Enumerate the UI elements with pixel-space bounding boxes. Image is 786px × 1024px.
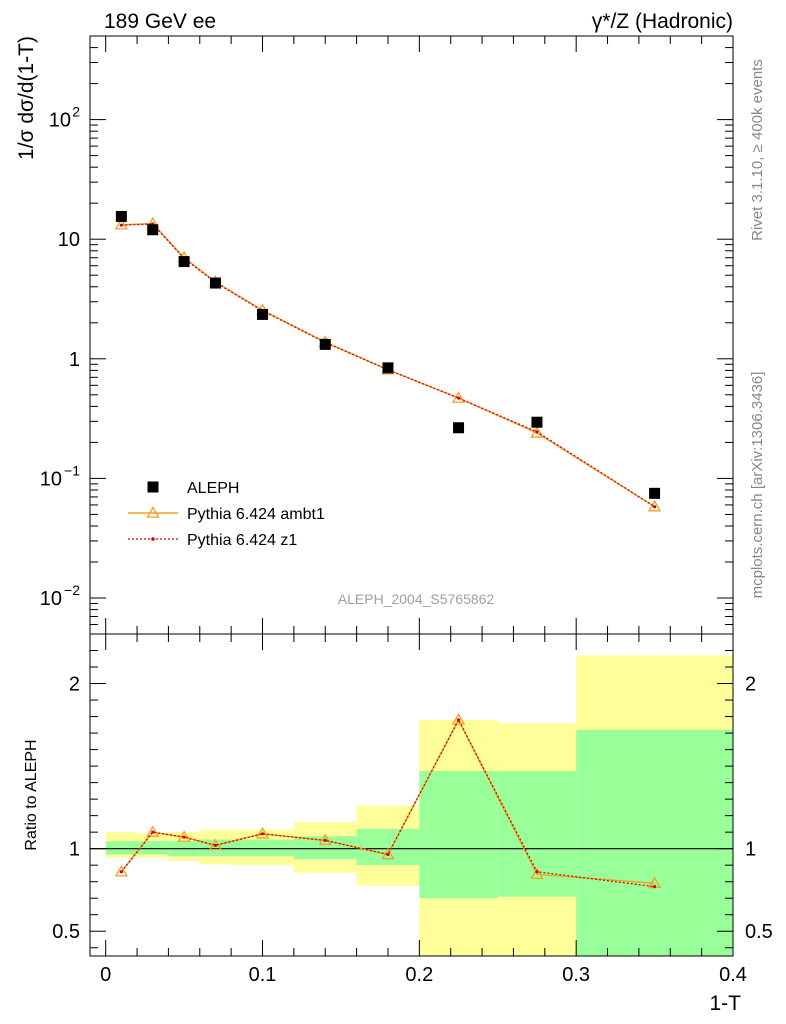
ratio-stat-uncertainty-band: [105, 841, 138, 855]
ratio-point-z1: [652, 885, 657, 889]
ratio-y-tick-label: 1: [69, 839, 80, 861]
analysis-id-label: ALEPH_2004_S5765862: [338, 591, 495, 607]
data-point-ambt1: [647, 499, 662, 512]
main-y-tick-exponent: 2: [72, 104, 80, 120]
ratio-point-ambt1: [177, 830, 191, 842]
process-label: γ*/Z (Hadronic): [592, 10, 733, 33]
ratio-point-z1: [386, 852, 390, 857]
legend-label-z1: Pythia 6.424 z1: [187, 532, 297, 549]
energy-label: 189 GeV ee: [104, 10, 216, 33]
ratio-point-z1: [323, 838, 327, 843]
ratio-point-z1: [260, 832, 265, 836]
data-point-aleph: [147, 224, 159, 236]
data-point-aleph: [531, 416, 543, 428]
ratio-stat-uncertainty-band: [356, 828, 420, 866]
x-tick-label: 0.4: [719, 964, 747, 986]
ratio-point-ambt1: [381, 847, 395, 860]
ratio-y-axis-label: Ratio to ALEPH: [23, 739, 40, 850]
data-point-z1: [456, 396, 461, 400]
ratio-y-tick-label: 2: [69, 674, 80, 696]
data-point-aleph: [209, 277, 221, 289]
ratio-point-z1: [535, 870, 539, 874]
data-point-ambt1: [114, 217, 128, 230]
legend-marker-aleph: [147, 481, 159, 493]
ratio-stat-uncertainty-band: [576, 729, 733, 956]
ratio-point-z1: [151, 830, 155, 834]
main-y-tick-label: 1: [69, 349, 80, 371]
data-point-ambt1: [530, 426, 544, 438]
data-point-aleph: [649, 487, 661, 499]
ratio-y-tick-label-right: 0.5: [745, 921, 773, 943]
ratio-stat-uncertainty-band: [419, 771, 498, 899]
data-point-aleph: [115, 210, 127, 222]
ratio-point-ambt1: [318, 833, 332, 846]
series-line-z1: [121, 223, 655, 508]
main-y-tick-label: 10: [40, 468, 62, 490]
ratio-y-tick-label-right: 2: [745, 674, 756, 696]
ratio-point-z1: [182, 835, 186, 839]
ratio-point-ambt1: [146, 825, 160, 837]
data-point-aleph: [382, 362, 394, 374]
x-tick-label: 0: [100, 964, 111, 986]
series-line-ambt1: [121, 222, 655, 508]
ratio-stat-uncertainty-band: [137, 841, 169, 855]
ratio-point-ambt1: [530, 867, 544, 880]
x-axis-label: 1-T: [710, 992, 742, 1015]
data-point-aleph: [257, 308, 269, 320]
ratio-point-z1: [456, 718, 461, 722]
mcplots-citation-label: mcplots.cern.ch [arXiv:1306.3436]: [749, 372, 766, 599]
data-point-z1: [119, 223, 123, 227]
legend: ALEPH Pythia 6.424 ambt1 Pythia 6.424 z1: [128, 480, 325, 549]
legend-marker-z1: [151, 537, 155, 541]
x-tick-label: 0.2: [405, 964, 433, 986]
ratio-y-tick-label-right: 1: [745, 839, 756, 861]
ratio-frame: [89, 633, 734, 957]
ratio-panel: 0 0.1 0.2 0.3 0.4 0.5 0.5 1 1 2 2 Ratio to ALEPH 1…: [23, 633, 773, 1015]
legend-label-aleph: ALEPH: [187, 480, 239, 497]
ratio-y-tick-label: 0.5: [52, 921, 80, 943]
main-y-tick-label: 10: [49, 110, 71, 132]
x-tick-label: 0.1: [249, 964, 277, 986]
legend-label-ambt1: Pythia 6.424 ambt1: [187, 506, 325, 523]
rivet-version-label: Rivet 3.1.10, ≥ 400k events: [749, 59, 766, 241]
data-point-aleph: [453, 422, 465, 434]
data-point-aleph: [178, 256, 190, 268]
main-y-axis-label: 1/σ dσ/d(1-T): [15, 36, 38, 160]
ratio-point-ambt1: [451, 713, 466, 725]
ratio-point-z1: [213, 843, 218, 847]
ratio-stat-uncertainty-band: [497, 771, 577, 897]
main-y-tick-label: 10: [40, 588, 62, 610]
legend-marker-ambt1: [146, 506, 160, 518]
ratio-stat-uncertainty-band: [293, 836, 357, 860]
data-point-aleph: [319, 338, 331, 350]
data-point-z1: [652, 505, 657, 509]
data-point-z1: [535, 430, 539, 434]
ratio-point-ambt1: [114, 864, 128, 877]
x-tick-label: 0.3: [562, 964, 590, 986]
ratio-stat-uncertainty-band: [231, 839, 294, 857]
ratio-point-z1: [119, 870, 123, 874]
ratio-point-ambt1: [255, 826, 270, 839]
main-y-tick-label: 10: [58, 229, 80, 251]
main-y-tick-exponent: −1: [64, 462, 80, 478]
main-y-tick-exponent: −2: [64, 582, 80, 598]
